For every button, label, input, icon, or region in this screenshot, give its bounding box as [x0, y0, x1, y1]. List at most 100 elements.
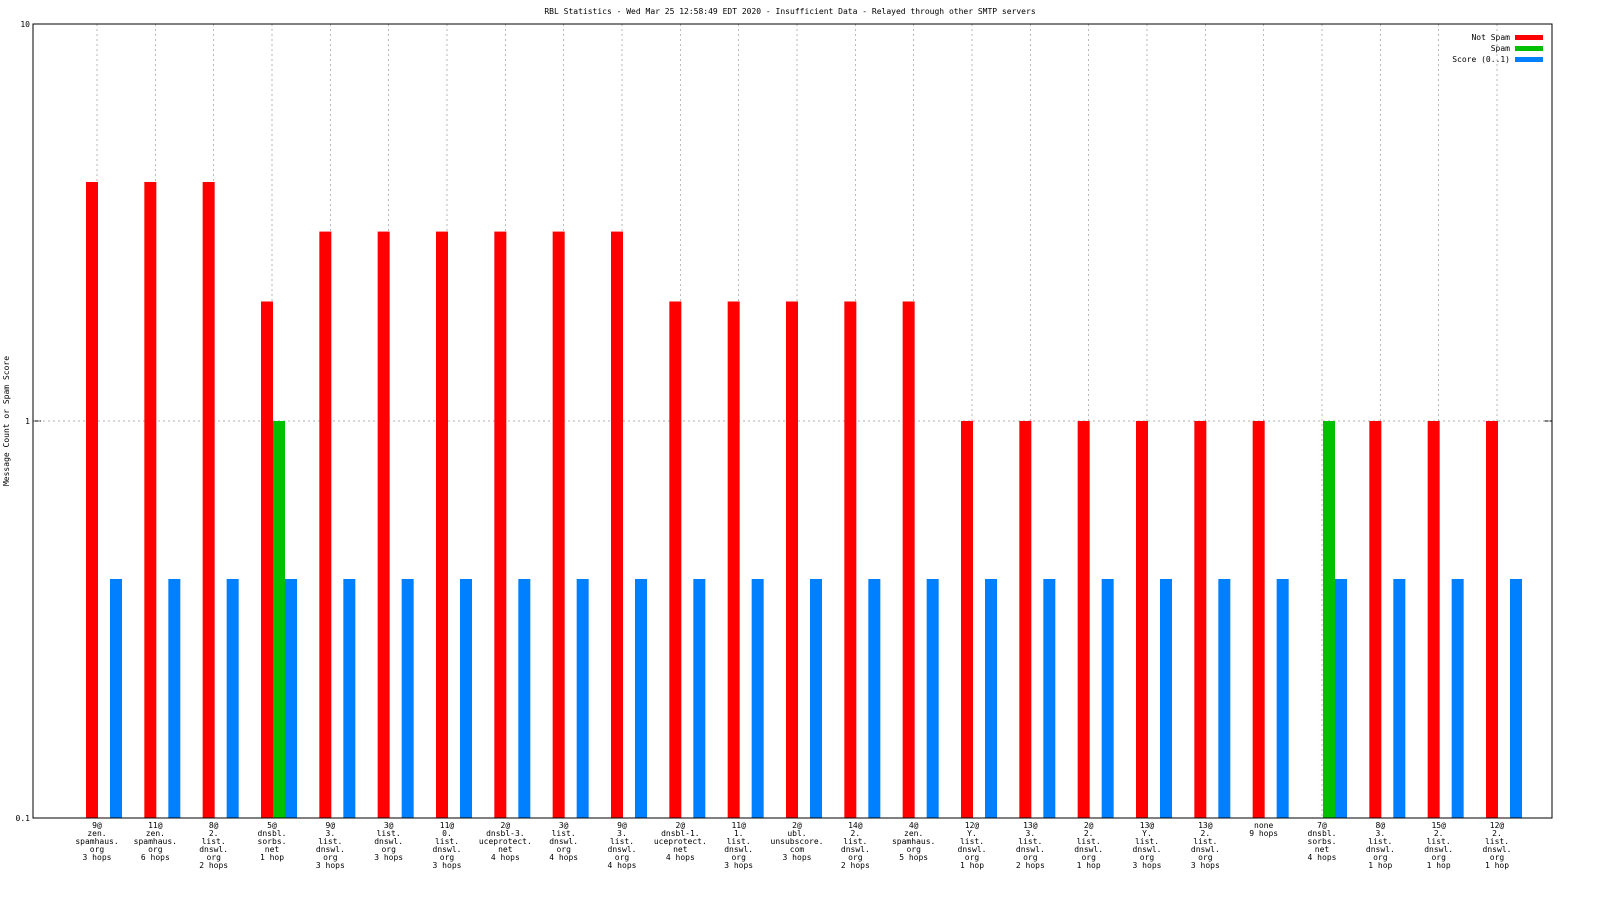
- x-tick-label: org: [556, 845, 571, 854]
- x-tick-label: dnswl.: [841, 845, 870, 854]
- x-tick-label: org: [965, 853, 980, 862]
- x-tick-label: org: [148, 845, 163, 854]
- bar: [460, 578, 472, 818]
- bar: [1335, 578, 1347, 818]
- x-tick-label: org: [906, 845, 921, 854]
- x-tick-label: 8@: [1376, 821, 1386, 830]
- x-tick-label: 15@: [1431, 821, 1446, 830]
- x-tick-label: dnsbl.: [258, 829, 287, 838]
- x-tick-label: list.: [1485, 837, 1509, 846]
- x-tick-label: 3@: [559, 821, 569, 830]
- x-tick-label: 8@: [209, 821, 219, 830]
- x-tick-label: spamhaus.: [134, 837, 177, 846]
- x-tick-label: org: [440, 853, 455, 862]
- bar: [86, 181, 98, 818]
- x-tick-label: 2@: [676, 821, 686, 830]
- bar: [1510, 578, 1522, 818]
- x-tick-label: org: [206, 853, 221, 862]
- bar: [786, 301, 798, 818]
- x-tick-label: spamhaus.: [75, 837, 118, 846]
- bar: [1427, 421, 1440, 818]
- x-tick-label: 2 hops: [1016, 861, 1045, 870]
- legend-swatch: [1515, 57, 1543, 62]
- x-tick-label: 3 hops: [374, 853, 403, 862]
- x-tick-label: dnswl.: [549, 837, 578, 846]
- x-tick-label: 1 hop: [1368, 861, 1392, 870]
- chart-title: RBL Statistics - Wed Mar 25 12:58:49 EDT…: [544, 7, 1035, 16]
- x-tick-label: dnswl.: [1366, 845, 1395, 854]
- x-tick-label: 2@: [501, 821, 511, 830]
- bar: [436, 231, 448, 818]
- x-tick-label: org: [1431, 853, 1446, 862]
- x-tick-label: dnswl.: [316, 845, 345, 854]
- x-tick-label: unsubscore.: [771, 837, 824, 846]
- x-tick-label: 2.: [851, 829, 861, 838]
- x-tick-label: 4 hops: [1308, 853, 1337, 862]
- bar: [552, 231, 565, 818]
- x-tick-label: org: [1140, 853, 1155, 862]
- y-tick-label: 1: [25, 417, 30, 426]
- bar: [751, 578, 764, 818]
- x-tick-label: 3 hops: [1191, 861, 1220, 870]
- bar: [285, 578, 297, 818]
- bar: [144, 181, 157, 818]
- x-tick-label: dnswl.: [199, 845, 228, 854]
- x-tick-label: 1 hop: [1427, 861, 1451, 870]
- x-tick-label: dnsbl-1.: [661, 829, 700, 838]
- x-tick-label: dnswl.: [1016, 845, 1045, 854]
- x-tick-label: 1 hop: [960, 861, 984, 870]
- x-tick-label: 1 hop: [1485, 861, 1509, 870]
- bar: [518, 578, 531, 818]
- legend-label: Not Spam: [1471, 33, 1510, 42]
- x-tick-label: 4 hops: [666, 853, 695, 862]
- x-tick-label: net: [498, 845, 513, 854]
- x-tick-label: list.: [1427, 837, 1451, 846]
- x-tick-label: dnswl.: [608, 845, 637, 854]
- x-tick-label: 3 hops: [83, 853, 112, 862]
- x-tick-label: 11@: [148, 821, 163, 830]
- y-tick-label: 0.1: [16, 814, 31, 823]
- bar: [168, 578, 181, 818]
- x-tick-label: org: [1023, 853, 1038, 862]
- x-tick-label: list.: [610, 837, 634, 846]
- x-tick-label: list.: [435, 837, 459, 846]
- x-tick-label: list.: [202, 837, 226, 846]
- bar: [961, 421, 973, 818]
- x-tick-label: org: [615, 853, 630, 862]
- x-tick-label: 2@: [1084, 821, 1094, 830]
- x-tick-label: zen.: [87, 829, 106, 838]
- x-tick-label: 13@: [1023, 821, 1038, 830]
- legend-label: Score (0..1): [1452, 55, 1510, 64]
- bar: [693, 578, 706, 818]
- x-tick-label: list.: [843, 837, 867, 846]
- legend-label: Spam: [1491, 44, 1510, 53]
- x-tick-label: sorbs.: [1308, 837, 1337, 846]
- x-tick-label: 13@: [1198, 821, 1213, 830]
- x-tick-label: 5@: [267, 821, 277, 830]
- bar: [727, 301, 740, 818]
- x-tick-label: 2 hops: [199, 861, 228, 870]
- x-tick-label: list.: [1193, 837, 1217, 846]
- bar: [669, 301, 682, 818]
- x-tick-label: uceprotect.: [654, 837, 707, 846]
- x-tick-label: 1.: [734, 829, 744, 838]
- bar: [902, 301, 915, 818]
- x-tick-label: 3.: [617, 829, 627, 838]
- bar: [1077, 421, 1090, 818]
- x-tick-label: dnswl.: [958, 845, 987, 854]
- x-tick-label: net: [1315, 845, 1330, 854]
- x-tick-label: 14@: [848, 821, 863, 830]
- x-tick-label: dnswl.: [1133, 845, 1162, 854]
- x-tick-label: 3.: [1376, 829, 1386, 838]
- x-tick-label: 1 hop: [260, 853, 284, 862]
- x-tick-label: org: [1373, 853, 1388, 862]
- x-tick-label: list.: [1135, 837, 1159, 846]
- bar: [1160, 578, 1172, 818]
- x-tick-label: org: [1490, 853, 1505, 862]
- bar: [1486, 421, 1498, 818]
- bar: [1043, 578, 1056, 818]
- x-tick-label: 11@: [440, 821, 455, 830]
- x-tick-label: 3@: [384, 821, 394, 830]
